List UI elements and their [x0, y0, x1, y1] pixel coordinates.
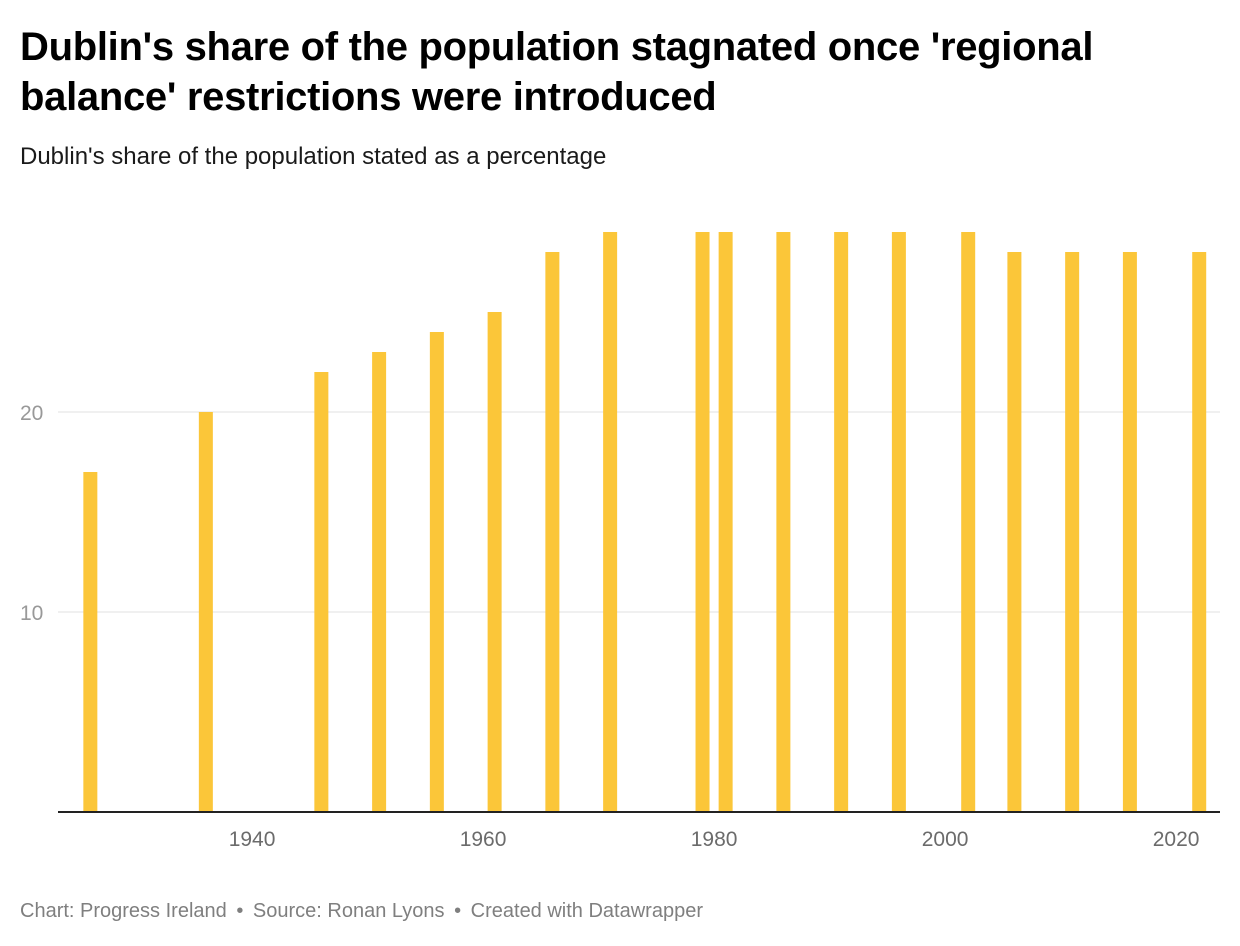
chart-title: Dublin's share of the population stagnat… [20, 25, 1094, 119]
bar-1971 [603, 232, 618, 812]
footer-separator: • [454, 900, 462, 922]
bar-1946 [314, 372, 329, 812]
source-credit: Source: Ronan Lyons [252, 900, 445, 922]
x-tick-label: 1940 [229, 828, 276, 851]
chart-footer: Chart: Progress Ireland • Source: Ronan … [20, 898, 703, 924]
chart-subtitle: Dublin's share of the population stated … [20, 143, 607, 170]
bar-2011 [1065, 252, 1080, 812]
footer-separator: • [236, 900, 244, 922]
x-tick-label: 1960 [460, 828, 507, 851]
bar-1979 [695, 232, 710, 812]
bar-2002 [961, 232, 976, 812]
y-tick-label: 20 [20, 402, 43, 425]
bar-chart: 10 20 1940 1960 1980 2000 2020 [20, 232, 1220, 851]
bar-1961 [487, 312, 502, 812]
bar-2016 [1122, 252, 1137, 812]
datawrapper-credit: Created with Datawrapper [470, 900, 703, 922]
gridlines [58, 411, 1220, 613]
bar-1986 [776, 232, 791, 812]
bar-1981 [718, 232, 733, 812]
bar-2022 [1192, 252, 1207, 812]
chart-credit: Chart: Progress Ireland [20, 900, 227, 922]
x-tick-label: 2020 [1153, 828, 1200, 851]
bar-1956 [429, 332, 444, 812]
x-tick-label: 1980 [691, 828, 738, 851]
bars [83, 232, 1207, 812]
bar-1966 [545, 252, 560, 812]
bar-2006 [1007, 252, 1022, 812]
bar-1996 [891, 232, 906, 812]
x-tick-label: 2000 [922, 828, 969, 851]
bar-1991 [834, 232, 849, 812]
bar-1936 [198, 412, 213, 812]
bar-1926 [83, 472, 98, 812]
y-tick-label: 10 [20, 602, 43, 625]
axes: 10 20 1940 1960 1980 2000 2020 [20, 402, 1220, 851]
bar-1951 [372, 352, 387, 812]
